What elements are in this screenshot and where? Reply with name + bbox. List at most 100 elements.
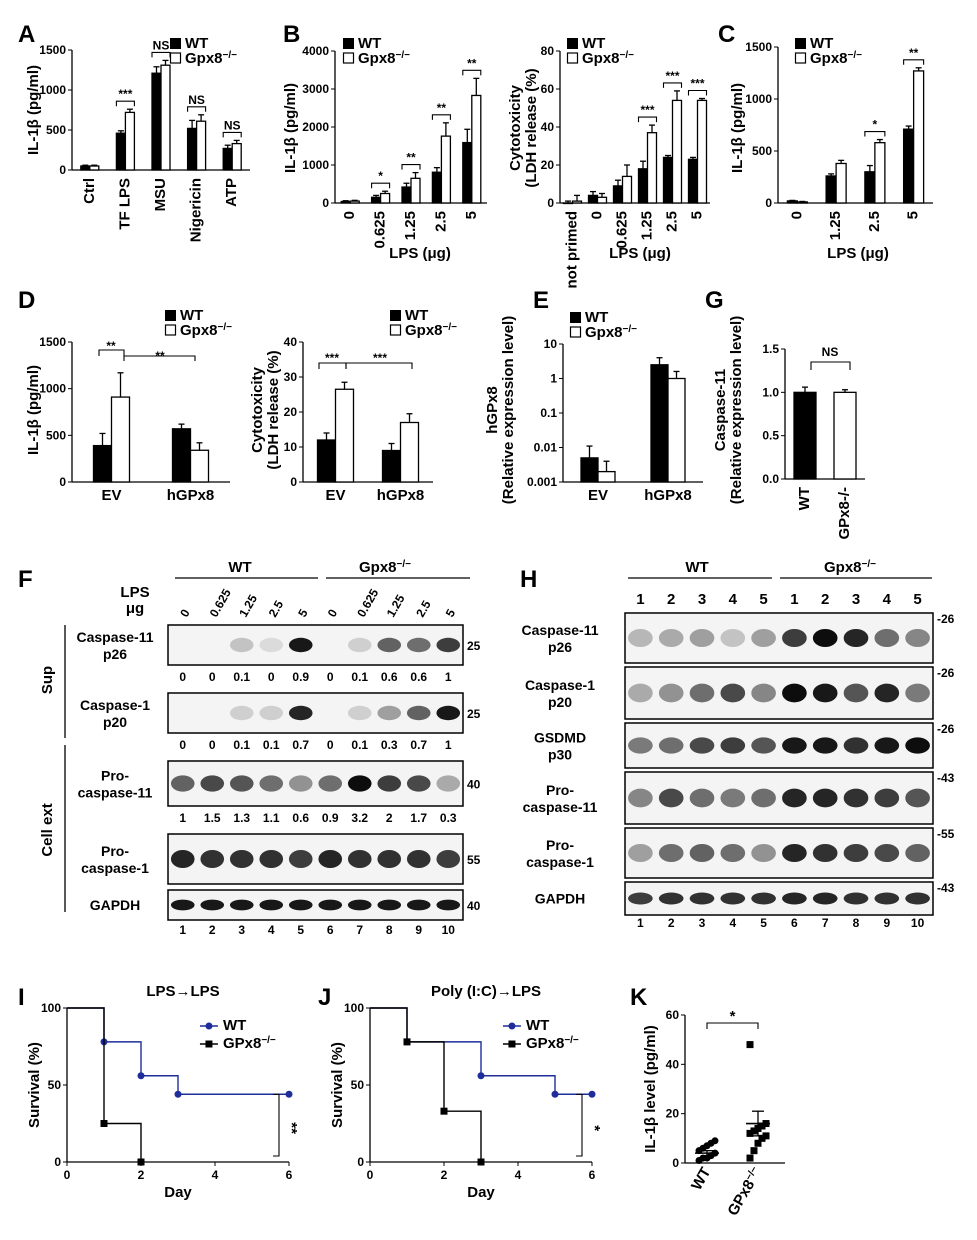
blot-band: [751, 629, 776, 647]
bar: [186, 127, 198, 171]
bar: [650, 364, 669, 483]
sig-bracket: [431, 114, 451, 120]
quant-value: 0.1: [351, 738, 368, 752]
blot-band: [628, 683, 653, 703]
sig-label: **: [155, 349, 165, 363]
blot-band: [229, 899, 254, 911]
y-tick-label: 1000: [39, 83, 66, 97]
y-tick-label: 500: [46, 428, 66, 442]
y-axis-label: IL-1β (pg/ml): [729, 83, 746, 173]
y-tick-label: 0.001: [527, 475, 557, 489]
blot-band: [751, 892, 776, 905]
sig-bracket: [662, 82, 683, 88]
y-tick-label: 0: [290, 475, 297, 489]
x-tick-label: TF LPS: [116, 178, 133, 230]
y-tick-label: 1: [550, 372, 557, 386]
y-tick-label: 60: [541, 82, 555, 96]
blot-band: [689, 892, 715, 905]
legend-swatch-wt: [390, 310, 401, 321]
blot-band: [259, 775, 284, 792]
y-tick-label: 0: [547, 196, 554, 210]
chart-A: 0 500 1000 1500 Ctrl TF LPS *** MSU NS Nigericin N…: [39, 38, 250, 242]
data-point: [750, 1127, 758, 1135]
blot-band: [905, 737, 930, 754]
bar: [151, 72, 162, 171]
y-tick-label: 100: [41, 1001, 61, 1015]
data-point: [100, 1120, 108, 1127]
bar: [80, 165, 91, 171]
data-point: [746, 1129, 754, 1137]
blot-band: [628, 892, 653, 905]
blot-band: [628, 844, 653, 862]
mw-marker: 40: [467, 778, 481, 792]
blot-band: [658, 737, 684, 754]
y-axis-label: IL-1β (pg/ml): [25, 65, 42, 155]
blot-band: [200, 850, 225, 868]
x-tick-label: 2.5: [432, 211, 449, 232]
x-tick-label: 0: [64, 1168, 71, 1182]
bar: [796, 201, 809, 204]
blot-band: [347, 775, 372, 792]
blot-band: [318, 850, 343, 868]
legend-marker: [205, 1040, 213, 1048]
x-tick-label: hGPx8: [644, 487, 692, 504]
blot-band: [259, 705, 284, 721]
blot-band: [782, 892, 807, 905]
y-tick-label: 40: [284, 335, 298, 349]
y-axis-label: Survival (%): [329, 1042, 346, 1128]
mouse-number: 2: [821, 591, 829, 608]
x-tick-label: not primed: [564, 211, 581, 289]
mw-marker: -26: [937, 722, 955, 736]
blot-band: [812, 629, 838, 647]
x-tick-label: 0.625: [372, 211, 389, 249]
bar: [835, 162, 847, 204]
sig-bracket: [115, 100, 135, 107]
data-point: [762, 1132, 770, 1140]
y-tick-label: 500: [752, 144, 772, 158]
y-tick-label: 1500: [39, 335, 66, 349]
legend-swatch-wt: [570, 312, 581, 323]
x-tick-label: 2.5: [664, 211, 681, 232]
lps-dose: 0.625: [354, 586, 381, 619]
y-tick-label: 0: [322, 196, 329, 210]
mw-marker: -43: [937, 771, 955, 785]
bar: [462, 141, 473, 204]
blot-band: [843, 892, 869, 905]
sig-label: **: [437, 101, 447, 115]
quant-value: 0.7: [410, 738, 427, 752]
bar: [171, 428, 192, 483]
blot-band: [658, 844, 684, 862]
bar: [440, 135, 452, 204]
y-tick-label: 1500: [745, 40, 772, 54]
blot-band: [229, 850, 254, 868]
blot-band: [905, 683, 930, 703]
lane-number: 4: [729, 916, 736, 930]
blot-row-label: GAPDH: [90, 897, 141, 913]
chart-B2: 0 20 40 60 80 not primed 0 0.625 1.25 *** 2.5 *** 5 *…: [541, 44, 710, 289]
blot-band: [658, 683, 684, 703]
legend-swatch-ko: [569, 326, 582, 338]
blot-band: [436, 775, 461, 792]
x-tick-label: MSU: [152, 178, 169, 211]
blot-band: [377, 775, 402, 792]
sig-bracket: [371, 182, 391, 189]
lane-number: 6: [791, 916, 798, 930]
y-tick-label: 0: [765, 196, 772, 210]
y-axis-label: Cytotoxicity: [507, 84, 524, 171]
panel-label-F: F: [18, 566, 33, 593]
x-axis-label: Day: [164, 1184, 192, 1201]
mw-marker: 25: [467, 639, 481, 653]
lane-number: 2: [209, 923, 216, 937]
blot-band: [318, 775, 343, 792]
y-tick-label: 10: [544, 337, 558, 351]
bar: [381, 449, 402, 483]
x-tick-label: 2.5: [866, 211, 883, 232]
blot-band: [751, 737, 776, 754]
sig-bracket: [98, 349, 125, 356]
y-tick-label: 0: [357, 1155, 364, 1169]
y-tick-label: 1.5: [762, 342, 779, 356]
sig-label: **: [909, 46, 919, 60]
x-axis-label: LPS (μg): [389, 245, 451, 262]
